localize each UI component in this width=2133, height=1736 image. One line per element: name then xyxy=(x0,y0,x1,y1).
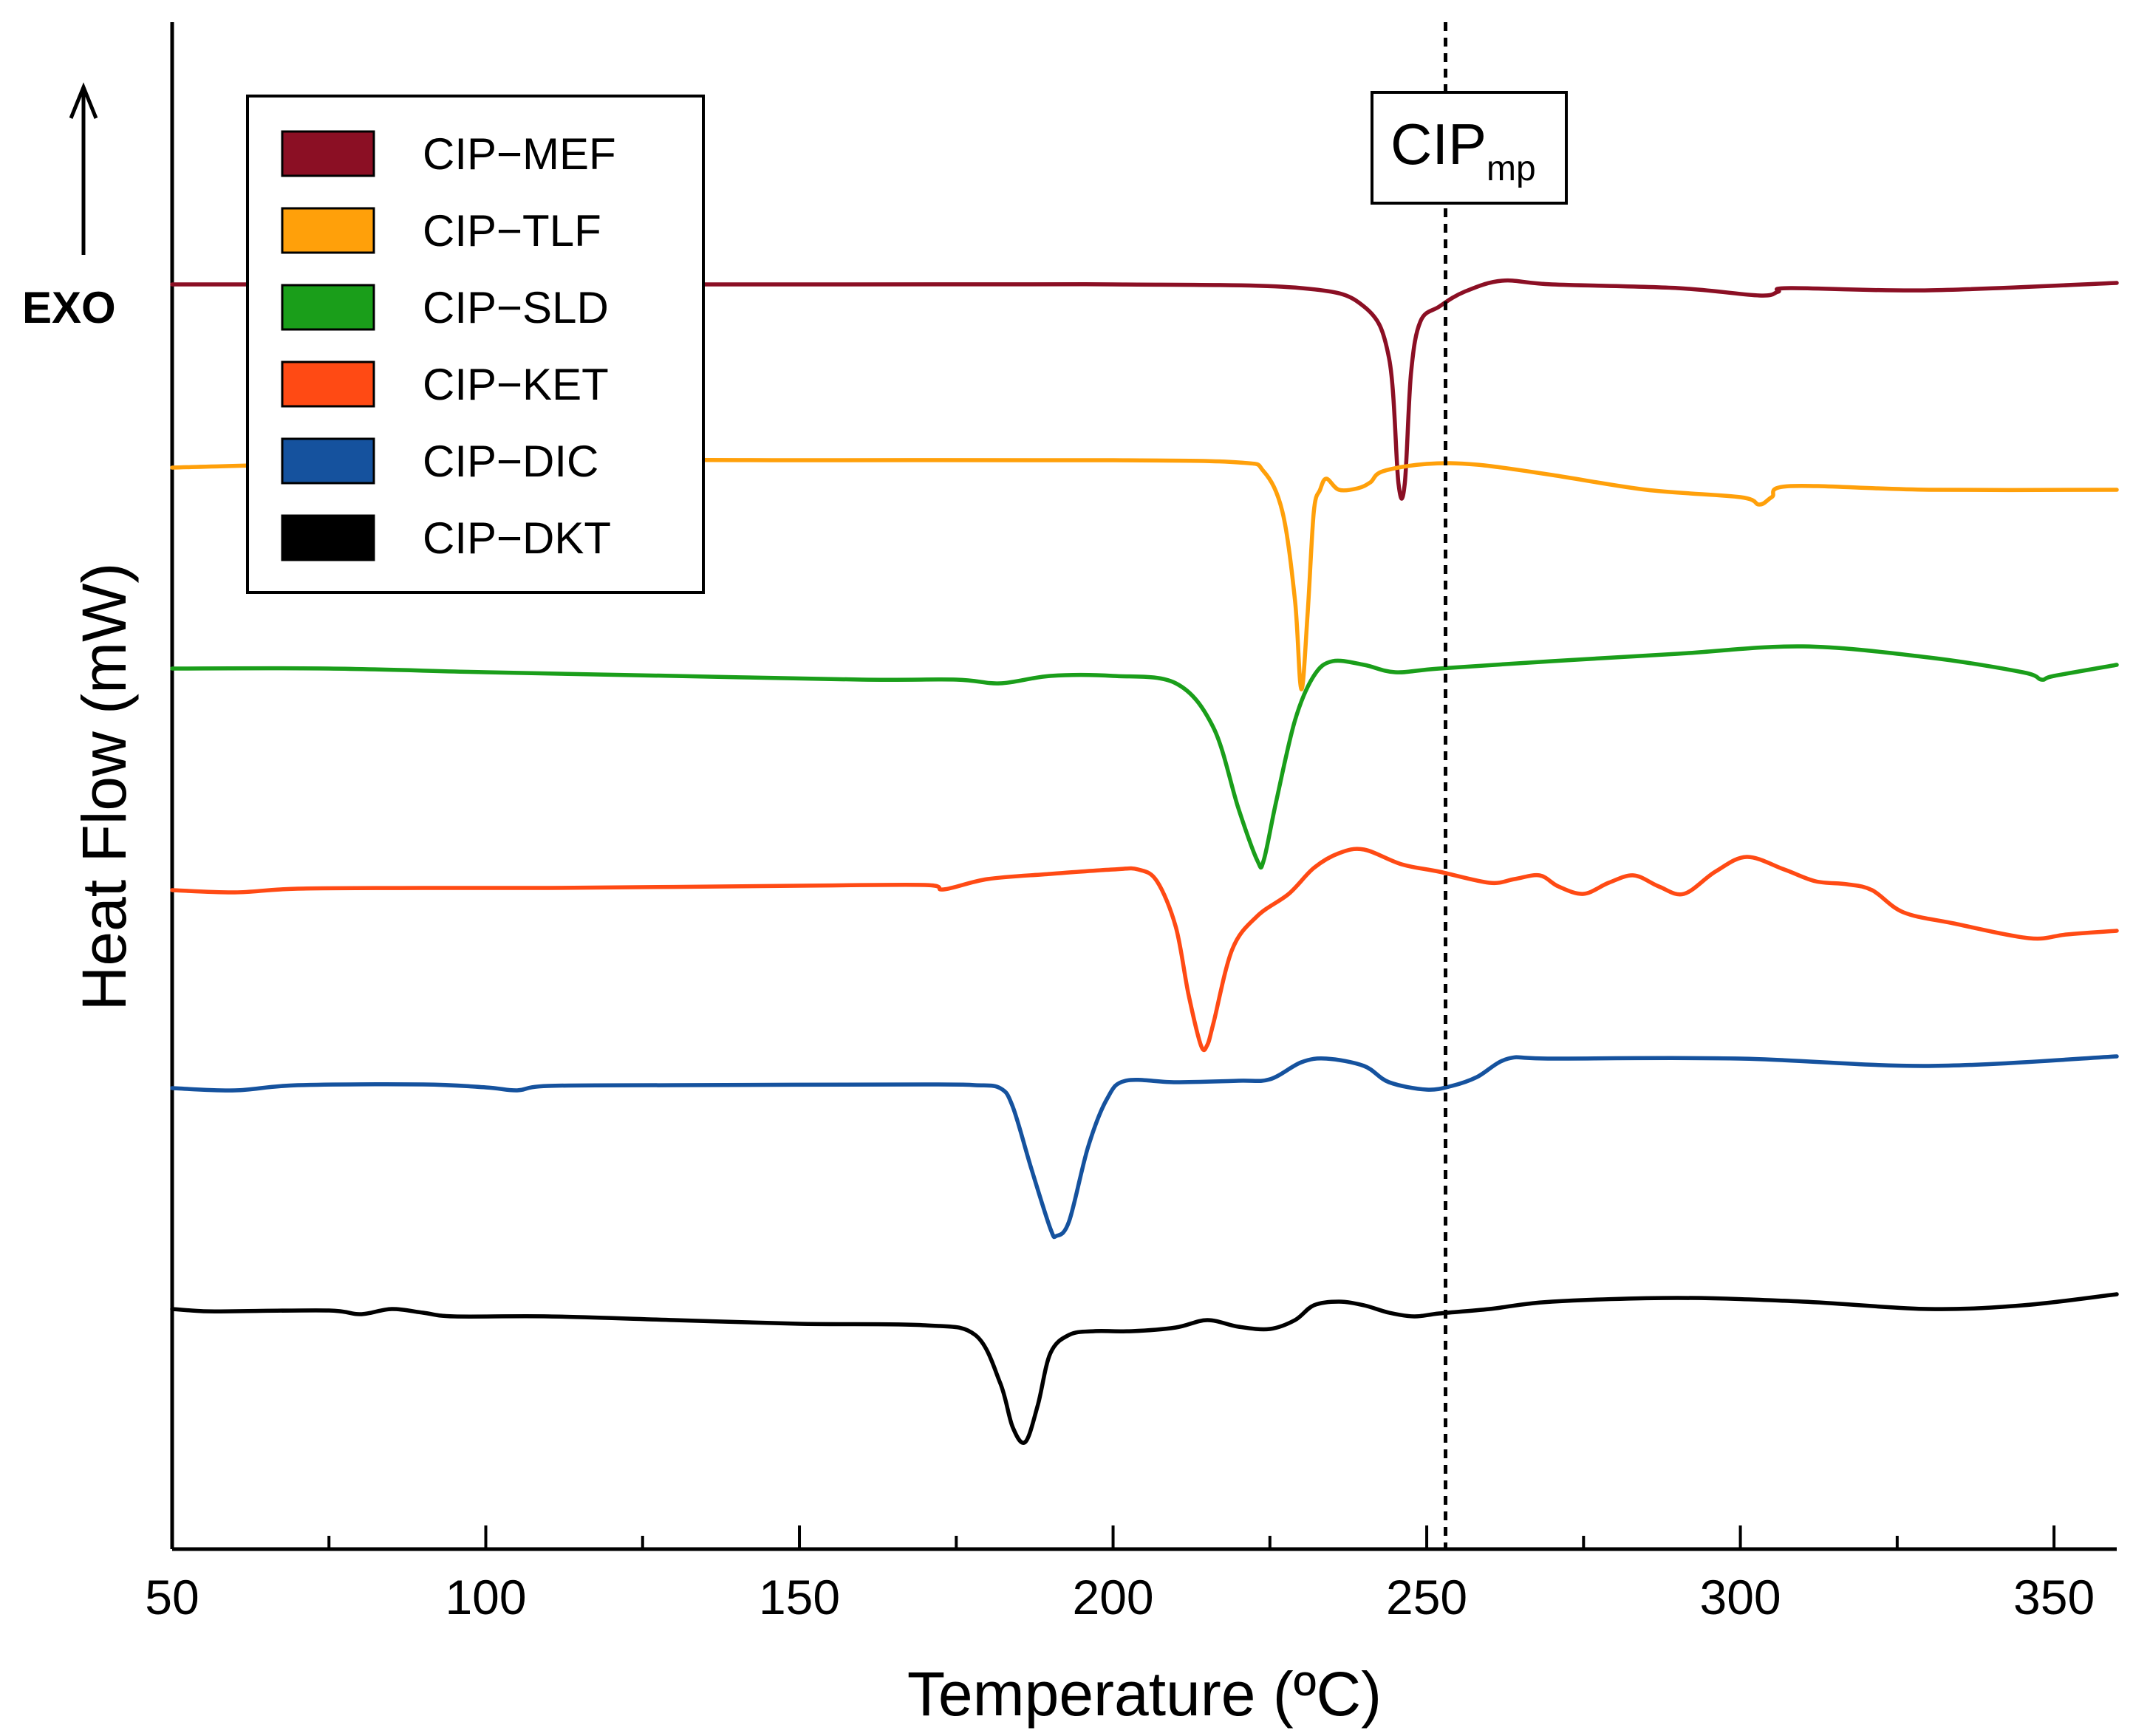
x-tick-label: 50 xyxy=(145,1570,199,1624)
x-axis-title: Temperature (ºC) xyxy=(907,1659,1382,1729)
y-axis-title: Heat Flow (mW) xyxy=(69,563,139,1011)
legend-box xyxy=(246,95,705,594)
series-lines xyxy=(170,278,2119,1445)
series-line-cip-sld xyxy=(170,644,2119,870)
series-line-cip-mef xyxy=(170,278,2119,501)
exo-indicator: EXO xyxy=(22,82,116,332)
cip-mp-label-main: CIP xyxy=(1390,112,1487,177)
legend: CIP−MEF CIP−TLF CIP−SLD CIP−KET CIP−DIC CIP−D… xyxy=(246,95,705,594)
legend-label: CIP−MEF xyxy=(423,129,616,179)
x-tick-label: 300 xyxy=(1700,1570,1781,1624)
cip-mp-label-sub: mp xyxy=(1487,149,1536,188)
legend-label: CIP−DKT xyxy=(423,513,611,563)
x-tick-label: 350 xyxy=(2013,1570,2095,1624)
cip-mp-label-box xyxy=(1371,91,1568,205)
x-tick-label: 150 xyxy=(759,1570,840,1624)
cip-mp-label: CIPmp xyxy=(1371,91,1568,205)
legend-label: CIP−SLD xyxy=(423,283,609,332)
legend-swatch xyxy=(281,437,375,485)
series-line-cip-dic xyxy=(170,1054,2119,1240)
legend-label: CIP−KET xyxy=(423,360,609,409)
exo-arrow-head-icon xyxy=(69,82,98,119)
series-line-cip-tlf xyxy=(170,457,2119,691)
x-tick-label: 100 xyxy=(445,1570,526,1624)
exo-label: EXO xyxy=(22,283,116,332)
x-axis-ticks: 50 100 150 200 250 300 350 xyxy=(145,1525,2095,1624)
series-line-cip-dkt xyxy=(170,1292,2119,1445)
cip-mp-label-text: CIPmp xyxy=(1390,112,1536,188)
legend-swatch xyxy=(281,514,375,561)
legend-label: CIP−DIC xyxy=(423,437,598,486)
x-tick-label: 250 xyxy=(1386,1570,1467,1624)
series-line-cip-ket xyxy=(170,847,2119,1053)
legend-swatch xyxy=(281,207,375,254)
legend-swatch xyxy=(281,130,375,177)
legend-swatch xyxy=(281,284,375,331)
legend-label: CIP−TLF xyxy=(423,206,601,256)
x-tick-label: 200 xyxy=(1072,1570,1153,1624)
legend-swatch xyxy=(281,360,375,408)
